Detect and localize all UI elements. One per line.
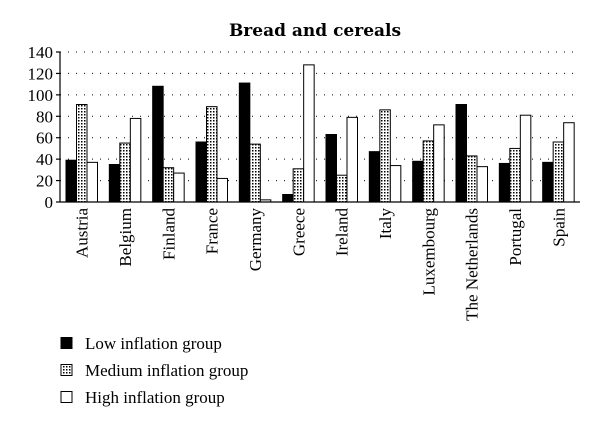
- bar: [346, 116, 358, 203]
- bar: [379, 109, 391, 203]
- y-tick-label: 40: [36, 150, 53, 169]
- chart-title: Bread and cereals: [229, 21, 401, 41]
- bar: [216, 177, 228, 203]
- bar: [152, 85, 164, 203]
- y-tick-label: 100: [28, 86, 54, 105]
- x-category-label: Portugal: [506, 208, 525, 266]
- bar: [249, 143, 261, 203]
- bar: [368, 151, 381, 203]
- bar: [238, 82, 251, 203]
- x-category-label: Luxembourg: [419, 208, 438, 296]
- bar: [433, 124, 445, 203]
- x-category-label: Germany: [246, 208, 265, 272]
- bar: [412, 160, 424, 203]
- bar: [552, 141, 565, 203]
- x-category-label: Greece: [289, 208, 308, 256]
- bar: [119, 142, 131, 203]
- bar: [498, 162, 511, 203]
- bar: [129, 117, 142, 203]
- bar: [422, 140, 435, 203]
- bar: [86, 161, 98, 203]
- bar: [519, 114, 532, 203]
- legend: Low inflation group Medium inflation grou…: [60, 334, 248, 407]
- x-category-label: The Netherlands: [463, 208, 482, 321]
- bar: [76, 104, 88, 203]
- bar: [336, 174, 348, 203]
- y-tick-label: 120: [28, 64, 54, 83]
- legend-label: Low inflation group: [85, 334, 222, 353]
- legend-swatch: [60, 337, 73, 349]
- bar: [563, 122, 575, 203]
- bars: [65, 64, 575, 203]
- y-tick-label: 80: [36, 107, 53, 126]
- bar: [162, 167, 175, 203]
- bar: [108, 164, 121, 203]
- y-tick-label: 0: [45, 193, 54, 212]
- bar: [303, 64, 315, 203]
- bar: [389, 165, 402, 203]
- bar: [476, 166, 488, 203]
- x-category-label: Italy: [376, 208, 395, 240]
- legend-swatch: [60, 391, 73, 403]
- bar: [509, 147, 521, 203]
- bar: [466, 155, 478, 203]
- bar: [292, 168, 305, 203]
- x-category-label: Spain: [549, 208, 568, 247]
- legend-label: High inflation group: [85, 388, 225, 407]
- x-axis-categories: Austria Belgium Finland France Germany Greece…: [73, 208, 569, 321]
- bar: [173, 172, 185, 203]
- legend-swatch: [60, 364, 73, 376]
- bar: [206, 106, 218, 203]
- y-tick-label: 60: [36, 129, 53, 148]
- bar: [282, 194, 294, 203]
- y-tick-label: 20: [36, 172, 53, 191]
- x-category-label: Ireland: [333, 208, 352, 257]
- bar: [542, 161, 554, 203]
- axes: [59, 52, 580, 203]
- legend-label: Medium inflation group: [85, 361, 248, 380]
- bar: [325, 134, 337, 203]
- bar: [455, 104, 467, 203]
- x-category-label: France: [203, 208, 222, 254]
- x-category-label: Austria: [73, 208, 92, 259]
- x-category-label: Finland: [159, 208, 178, 260]
- y-axis-ticks: 0 20 40 60 80 100 120 140: [28, 43, 60, 212]
- bar: [195, 141, 207, 203]
- bar: [65, 159, 77, 203]
- y-tick-label: 140: [28, 43, 54, 62]
- x-category-label: Belgium: [116, 208, 135, 267]
